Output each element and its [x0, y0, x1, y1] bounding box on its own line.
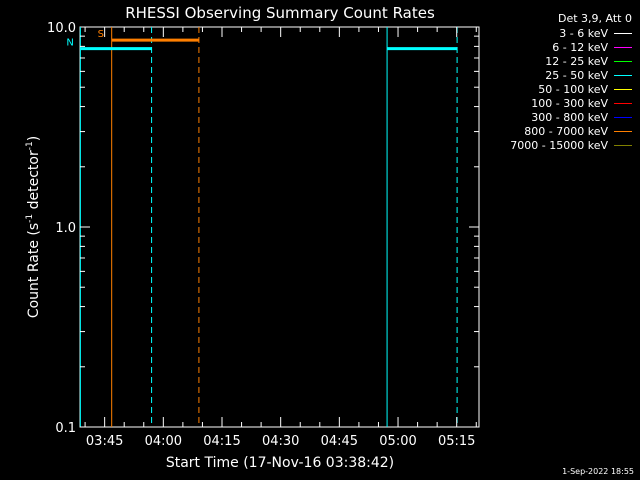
legend-label: 50 - 100 keV [538, 82, 608, 96]
x-tick-label-0: 03:45 [86, 434, 123, 449]
legend-entry-4: 50 - 100 keV [462, 82, 632, 96]
y-tick-label-2: 10.0 [47, 21, 76, 36]
x-tick-label-2: 04:15 [203, 434, 240, 449]
legend-entry-2: 12 - 25 keV [462, 54, 632, 68]
x-tick-label-6: 05:15 [438, 434, 475, 449]
y-tick-label-1: 1.0 [55, 221, 76, 236]
legend-swatch [614, 144, 632, 146]
x-tick-label-4: 04:45 [321, 434, 358, 449]
legend-label: 100 - 300 keV [531, 96, 608, 110]
timestamp: 1-Sep-2022 18:55 [562, 467, 634, 476]
legend-swatch [614, 102, 632, 104]
chart-title: RHESSI Observing Summary Count Rates [125, 4, 435, 22]
legend: Det 3,9, Att 0 3 - 6 keV 6 - 12 keV 12 - 2… [462, 12, 632, 152]
x-tick-label-1: 04:00 [145, 434, 182, 449]
x-tick-label-3: 04:30 [262, 434, 299, 449]
legend-entry-8: 7000 - 15000 keV [462, 138, 632, 152]
flag-label-0: S [98, 29, 104, 40]
legend-label: 3 - 6 keV [559, 26, 608, 40]
legend-title: Det 3,9, Att 0 [558, 12, 632, 25]
legend-swatch [614, 60, 632, 62]
x-axis-label: Start Time (17-Nov-16 03:38:42) [166, 455, 394, 471]
legend-entry-0: 3 - 6 keV [462, 26, 632, 40]
legend-entry-1: 6 - 12 keV [462, 40, 632, 54]
y-axis-label: Count Rate (s-1 detector-1) [25, 136, 42, 318]
legend-entry-5: 100 - 300 keV [462, 96, 632, 110]
legend-swatch [614, 116, 632, 118]
legend-entry-7: 800 - 7000 keV [462, 124, 632, 138]
legend-label: 12 - 25 keV [545, 54, 608, 68]
legend-label: 300 - 800 keV [531, 110, 608, 124]
flag-label-1: N [66, 38, 73, 49]
legend-label: 6 - 12 keV [552, 40, 608, 54]
legend-swatch [614, 88, 632, 90]
legend-label: 800 - 7000 keV [524, 124, 608, 138]
legend-label: 25 - 50 keV [545, 68, 608, 82]
y-tick-label-0: 0.1 [55, 421, 76, 436]
plot-frame [79, 26, 480, 428]
legend-swatch [614, 130, 632, 132]
legend-entry-6: 300 - 800 keV [462, 110, 632, 124]
legend-entry-3: 25 - 50 keV [462, 68, 632, 82]
legend-label: 7000 - 15000 keV [510, 138, 608, 152]
legend-swatch [614, 32, 632, 34]
x-tick-label-5: 05:00 [379, 434, 416, 449]
legend-swatch [614, 74, 632, 76]
legend-swatch [614, 46, 632, 48]
